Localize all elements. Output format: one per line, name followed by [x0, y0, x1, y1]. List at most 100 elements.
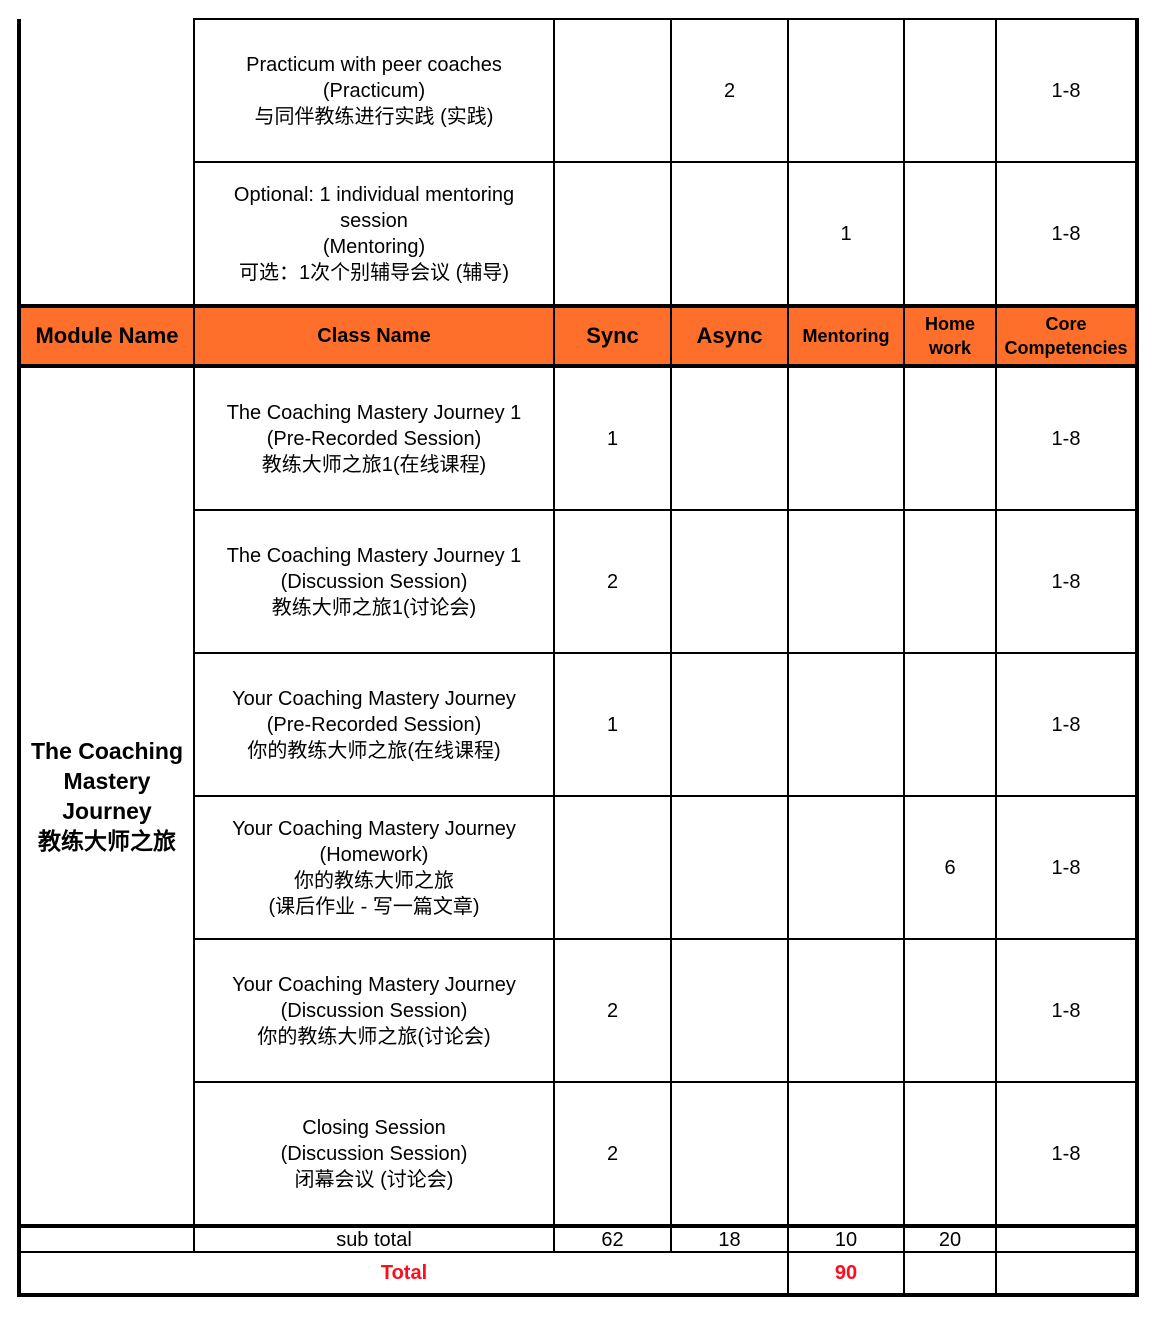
mentoring-cell: [787, 652, 905, 797]
homework-cell: [903, 938, 997, 1083]
async-cell: [670, 161, 789, 307]
class-name-line: The Coaching Mastery Journey 1: [226, 544, 522, 567]
mentoring-cell: [787, 795, 905, 940]
sync-cell: 1: [553, 365, 672, 511]
class-name-line: 你的教练大师之旅: [294, 869, 454, 892]
competencies-cell: 1-8: [995, 652, 1139, 797]
subtotal-async: 18: [670, 1224, 789, 1253]
sync-cell: 1: [553, 652, 672, 797]
module-name-line: Mastery: [63, 768, 151, 794]
class-name-line: (Discussion Session): [280, 1142, 468, 1165]
module-name-line: Journey: [62, 798, 152, 824]
homework-cell: [903, 161, 997, 307]
table-row: Closing Session (Discussion Session) 闭幕会议 …: [19, 1081, 1139, 1227]
table-row: Your Coaching Mastery Journey (Homework) 你…: [19, 795, 1139, 940]
class-name-cell: Your Coaching Mastery Journey (Discussion…: [193, 938, 555, 1083]
mentoring-cell: [787, 1081, 905, 1227]
header-homework-line1: Home: [924, 314, 975, 334]
subtotal-label: sub total: [193, 1224, 555, 1253]
module-name-line: 教练大师之旅: [38, 828, 176, 854]
homework-cell: [903, 18, 997, 163]
table-row: Practicum with peer coaches (Practicum) 与同…: [17, 18, 1139, 307]
subtotal-mentoring: 10: [787, 1224, 905, 1253]
class-name-cell: Optional: 1 individual mentoring session (…: [193, 161, 555, 307]
class-name-line: Your Coaching Mastery Journey: [232, 687, 516, 710]
sync-cell: 2: [553, 1081, 672, 1227]
homework-cell: [903, 1081, 997, 1227]
table-row: Optional: 1 individual mentoring session (…: [19, 161, 1139, 307]
async-cell: [670, 509, 789, 654]
sync-cell: 2: [553, 938, 672, 1083]
header-competencies-line1: Core: [1045, 314, 1087, 334]
header-sync: Sync: [553, 304, 672, 368]
class-name-line: Your Coaching Mastery Journey: [232, 973, 516, 996]
total-empty: [903, 1251, 997, 1297]
header-module-name: Module Name: [17, 304, 195, 368]
mentoring-cell: [787, 938, 905, 1083]
class-name-line: 与同伴教练进行实践 (实践): [254, 105, 494, 128]
class-name-cell: The Coaching Mastery Journey 1 (Discussio…: [193, 509, 555, 654]
total-label: Total: [17, 1251, 789, 1297]
class-name-line: Closing Session: [302, 1116, 446, 1139]
mentoring-cell: [787, 509, 905, 654]
async-cell: [670, 938, 789, 1083]
competencies-cell: 1-8: [995, 18, 1139, 163]
class-name-cell: Closing Session (Discussion Session) 闭幕会议 …: [193, 1081, 555, 1227]
class-name-cell: Your Coaching Mastery Journey (Pre-Record…: [193, 652, 555, 797]
class-name-line: (Discussion Session): [280, 570, 468, 593]
homework-cell: [903, 509, 997, 654]
subtotal-homework: 20: [903, 1224, 997, 1253]
table-row: Your Coaching Mastery Journey (Pre-Record…: [19, 652, 1139, 797]
header-core-competencies: Core Competencies: [995, 304, 1139, 368]
class-name-line: (课后作业 - 写一篇文章): [268, 895, 480, 918]
subtotal-row: sub total 62 18 10 20: [17, 1224, 1139, 1253]
module-name-cell: The Coaching Mastery Journey 教练大师之旅: [17, 365, 195, 1227]
class-name-line: 你的教练大师之旅(在线课程): [247, 739, 501, 762]
class-name-line: (Practicum): [322, 79, 426, 102]
total-empty: [995, 1251, 1139, 1297]
class-name-line: (Mentoring): [322, 235, 426, 258]
competencies-cell: 1-8: [995, 365, 1139, 511]
class-name-cell: Your Coaching Mastery Journey (Homework) 你…: [193, 795, 555, 940]
class-name-line: Practicum with peer coaches: [246, 53, 502, 76]
competencies-cell: 1-8: [995, 509, 1139, 654]
class-name-cell: The Coaching Mastery Journey 1 (Pre-Recor…: [193, 365, 555, 511]
sync-cell: 2: [553, 509, 672, 654]
competencies-cell: 1-8: [995, 795, 1139, 940]
class-name-line: 教练大师之旅1(讨论会): [271, 596, 477, 619]
class-name-line: Optional: 1 individual mentoring: [233, 183, 515, 206]
class-name-cell: Practicum with peer coaches (Practicum) 与同…: [193, 18, 555, 163]
class-name-line: 可选：1次个别辅导会议 (辅导): [239, 261, 509, 284]
header-mentoring: Mentoring: [787, 304, 905, 368]
class-name-line: (Discussion Session): [280, 999, 468, 1022]
homework-cell: 6: [903, 795, 997, 940]
module-name-line: The Coaching: [30, 738, 184, 764]
mentoring-cell: [787, 18, 905, 163]
class-name-line: 你的教练大师之旅(讨论会): [257, 1025, 491, 1048]
table-row: The Coaching Mastery Journey 教练大师之旅 The Coac…: [17, 365, 1139, 1227]
async-cell: [670, 365, 789, 511]
class-name-line: The Coaching Mastery Journey 1: [226, 401, 522, 424]
class-name-line: session: [340, 209, 408, 232]
competencies-cell: 1-8: [995, 938, 1139, 1083]
total-row: Total 90: [17, 1251, 1139, 1297]
curriculum-table: Practicum with peer coaches (Practicum) 与同…: [17, 18, 1139, 1297]
sync-cell: [553, 18, 672, 163]
competencies-cell: 1-8: [995, 161, 1139, 307]
subtotal-empty: [17, 1224, 195, 1253]
class-name-line: (Pre-Recorded Session): [266, 427, 482, 450]
class-name-line: 闭幕会议 (讨论会): [294, 1168, 454, 1191]
header-homework: Home work: [903, 304, 997, 368]
header-row: Module Name Class Name Sync Async Mentor…: [17, 304, 1139, 368]
header-class-name: Class Name: [193, 304, 555, 368]
module-name-cell-empty: [17, 19, 195, 307]
header-homework-line2: work: [928, 338, 971, 358]
async-cell: [670, 652, 789, 797]
async-cell: [670, 1081, 789, 1227]
table-row: The Coaching Mastery Journey 1 (Discussio…: [19, 509, 1139, 654]
mentoring-cell: 1: [787, 161, 905, 307]
mentoring-cell: [787, 365, 905, 511]
class-name-line: 教练大师之旅1(在线课程): [261, 453, 487, 476]
homework-cell: [903, 652, 997, 797]
subtotal-sync: 62: [553, 1224, 672, 1253]
